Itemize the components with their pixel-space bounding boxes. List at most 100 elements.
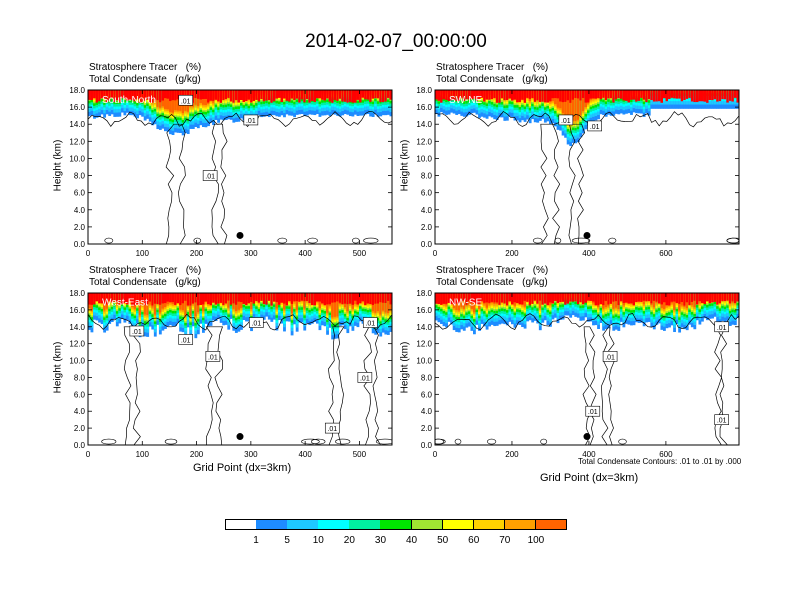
- svg-text:.01: .01: [365, 321, 375, 328]
- contour-label: .01: [248, 317, 264, 328]
- y-tick-label: 12.0: [416, 137, 432, 146]
- main-title: 2014-02-07_00:00:00: [305, 31, 487, 52]
- colorbar-label: 70: [499, 535, 511, 546]
- y-tick-label: 6.0: [421, 390, 433, 399]
- condensate-contour-small: [532, 237, 543, 244]
- y-tick-label: 0.0: [421, 240, 433, 249]
- colorbar-swatch: [318, 519, 350, 530]
- y-tick-label: 16.0: [416, 103, 432, 112]
- colorbar-label: 1: [253, 535, 259, 546]
- condensate-contour: [601, 326, 615, 445]
- panel-title-tracer: Stratosphere Tracer (%): [89, 62, 202, 73]
- plot-frame: [87, 89, 393, 245]
- y-tick-label: 12.0: [69, 137, 85, 146]
- colorbar-swatch: [287, 519, 319, 530]
- condensate-contour-small: [554, 237, 562, 244]
- y-tick-label: 18.0: [69, 86, 85, 95]
- plot-nw-se: .01 .01 .01 .01 NW-SE 0.0 2.0 4.0 6.0 8.0 10.0 12.0…: [416, 289, 740, 459]
- contour-label: .01: [205, 351, 221, 362]
- x-tick-label: 0: [433, 249, 438, 258]
- svg-text:.01: .01: [251, 321, 261, 328]
- panel-title-tracer: Stratosphere Tracer (%): [89, 265, 202, 276]
- condensate-contour-small: [375, 438, 392, 445]
- x-tick-label: 300: [244, 450, 258, 459]
- y-tick-label: 8.0: [421, 373, 433, 382]
- plot-frame: [87, 292, 393, 446]
- location-marker: [583, 433, 591, 441]
- x-axis-label: Grid Point (dx=3km): [540, 472, 639, 484]
- panel-title-tracer: Stratosphere Tracer (%): [436, 265, 549, 276]
- condensate-contour-small: [618, 438, 627, 445]
- condensate-contour: [435, 111, 739, 128]
- y-tick-label: 6.0: [421, 189, 433, 198]
- svg-text:.01: .01: [181, 337, 191, 344]
- panel-name-label: West-East: [102, 298, 148, 309]
- contour-label: .01: [357, 372, 373, 383]
- location-marker: [236, 433, 244, 441]
- condensate-contour-small: [540, 438, 548, 445]
- y-tick-label: 14.0: [416, 323, 432, 332]
- colorbar-label: 5: [284, 535, 290, 546]
- svg-text:.01: .01: [590, 124, 600, 131]
- colorbar: [225, 519, 568, 530]
- contour-label: .01: [558, 114, 574, 126]
- x-tick-label: 400: [298, 450, 312, 459]
- condensate-contour: [328, 326, 345, 445]
- colorbar-label: 10: [312, 535, 324, 546]
- condensate-contour: [88, 313, 392, 331]
- colorbar-label: 30: [374, 535, 387, 546]
- y-tick-label: 10.0: [69, 357, 85, 366]
- y-tick-label: 16.0: [416, 306, 432, 315]
- y-tick-label: 2.0: [74, 223, 86, 232]
- contour-note: Total Condensate Contours: .01 to .01 by…: [578, 457, 742, 466]
- x-tick-label: 600: [659, 450, 673, 459]
- y-tick-label: 2.0: [421, 424, 433, 433]
- contour-label: .01: [602, 351, 618, 362]
- condensate-contour-small: [486, 438, 497, 445]
- contour-label: .01: [362, 317, 378, 328]
- y-tick-label: 6.0: [74, 390, 86, 399]
- contour-label: .01: [324, 422, 340, 434]
- contour-label: .01: [178, 334, 194, 345]
- y-tick-label: 4.0: [74, 407, 86, 416]
- y-tick-label: 14.0: [69, 323, 85, 332]
- panel-name-label: South-North: [102, 95, 156, 106]
- y-tick-label: 0.0: [74, 240, 86, 249]
- contour-label: .01: [585, 405, 601, 417]
- y-tick-label: 8.0: [74, 373, 86, 382]
- y-tick-label: 10.0: [416, 357, 432, 366]
- x-tick-label: 500: [353, 450, 367, 459]
- colorbar-label: 50: [437, 535, 449, 546]
- panel-name-label: SW-NE: [449, 95, 482, 106]
- condensate-contour-small: [101, 438, 117, 445]
- x-tick-label: 0: [433, 450, 438, 459]
- colorbar-swatch: [442, 519, 475, 530]
- condensate-contour-small: [164, 438, 178, 445]
- panel-title-tracer: Stratosphere Tracer (%): [436, 62, 549, 73]
- contour-label: .01: [714, 414, 729, 425]
- colorbar-swatch: [473, 519, 506, 530]
- y-tick-label: 18.0: [69, 289, 85, 298]
- panel-name-label: NW-SE: [449, 298, 482, 309]
- svg-text:.01: .01: [205, 174, 215, 181]
- y-tick-label: 8.0: [74, 172, 86, 181]
- condensate-contour-small: [311, 438, 326, 445]
- condensate-contour: [88, 111, 392, 128]
- svg-text:.01: .01: [132, 329, 142, 336]
- x-tick-label: 400: [298, 249, 312, 258]
- condensate-contour: [165, 123, 186, 244]
- svg-text:.01: .01: [181, 98, 191, 105]
- x-tick-label: 200: [505, 249, 519, 258]
- y-tick-label: 18.0: [416, 86, 432, 95]
- condensate-contour-small: [277, 237, 288, 244]
- y-tick-label: 2.0: [421, 223, 433, 232]
- colorbar-swatch: [504, 519, 537, 530]
- svg-text:.01: .01: [561, 118, 571, 125]
- condensate-contour: [211, 123, 228, 244]
- condensate-contour-small: [435, 438, 445, 445]
- condensate-contour-small: [571, 237, 591, 244]
- condensate-contour-small: [335, 438, 351, 445]
- x-tick-label: 0: [86, 249, 91, 258]
- colorbar-label: 20: [343, 535, 355, 546]
- colorbar-label: 100: [527, 535, 545, 546]
